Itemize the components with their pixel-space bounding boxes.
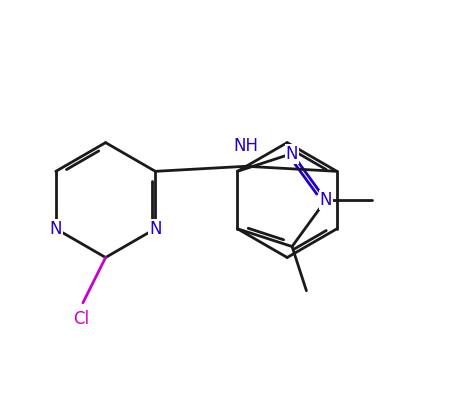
Text: Cl: Cl [73, 309, 89, 328]
Text: N: N [50, 220, 62, 238]
Text: N: N [149, 220, 162, 238]
Text: NH: NH [234, 137, 259, 155]
Text: N: N [286, 145, 298, 163]
Text: N: N [320, 191, 332, 209]
